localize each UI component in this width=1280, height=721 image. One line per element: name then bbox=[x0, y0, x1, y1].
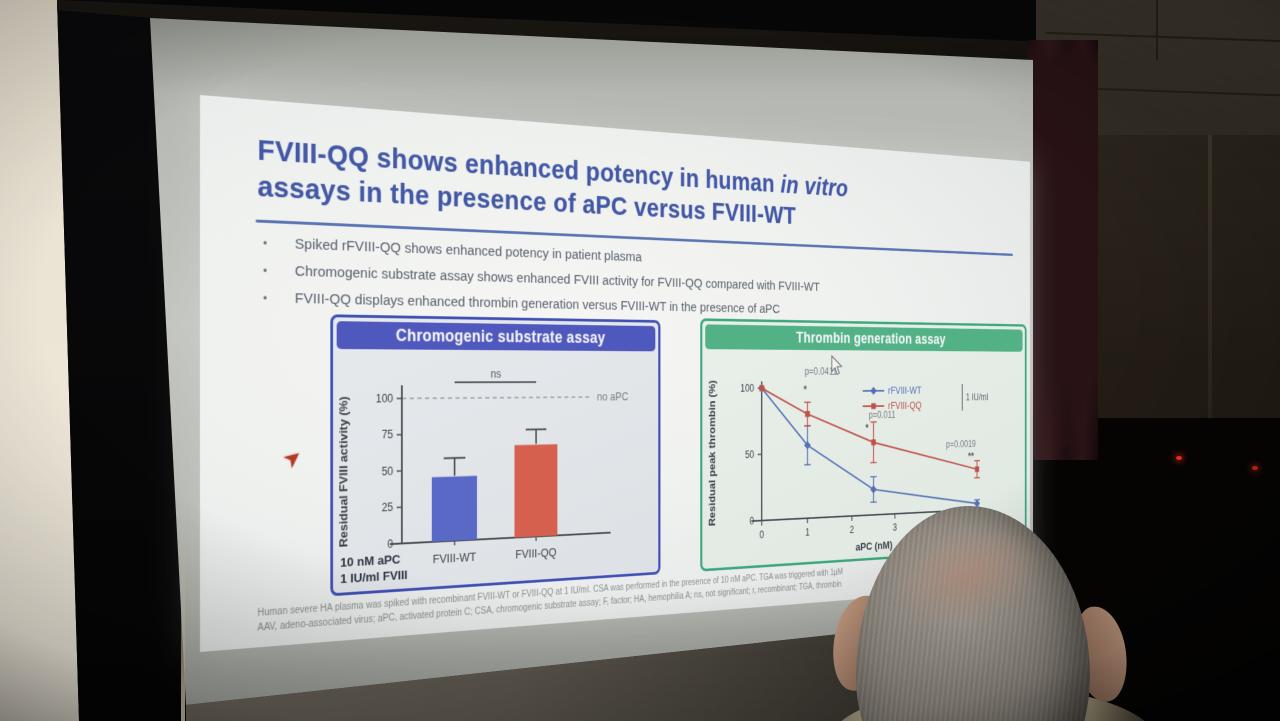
chromogenic-assay-panel: Chromogenic substrate assay no aPC ns 0 25 5… bbox=[330, 314, 661, 597]
curtain bbox=[1028, 40, 1098, 460]
projected-slide: FVIII-QQ shows enhanced potency in human… bbox=[200, 95, 1030, 652]
svg-text:*: * bbox=[865, 421, 868, 433]
csa-condition-label: 10 nM aPC 1 IU/ml FVIII bbox=[340, 551, 408, 587]
svg-text:0: 0 bbox=[750, 515, 755, 527]
svg-text:**: ** bbox=[968, 450, 974, 462]
bullet-dot-icon: • bbox=[263, 236, 268, 251]
svg-text:3: 3 bbox=[893, 522, 897, 534]
svg-text:1: 1 bbox=[805, 526, 810, 538]
svg-text:*: * bbox=[804, 383, 807, 396]
svg-text:p=0.0019: p=0.0019 bbox=[946, 439, 976, 451]
svg-text:ns: ns bbox=[490, 367, 501, 380]
svg-text:rFVIII-QQ: rFVIII-QQ bbox=[888, 400, 922, 412]
title-italic: in vitro bbox=[780, 170, 849, 203]
bullet-dot-icon: • bbox=[263, 263, 268, 278]
svg-text:75: 75 bbox=[382, 428, 394, 442]
svg-text:2: 2 bbox=[850, 524, 854, 536]
svg-text:no aPC: no aPC bbox=[597, 390, 629, 403]
svg-text:p=0.011: p=0.011 bbox=[869, 409, 896, 421]
svg-text:50: 50 bbox=[382, 464, 394, 478]
svg-text:aPC (nM): aPC (nM) bbox=[856, 539, 893, 553]
thrombin-assay-panel: Thrombin generation assay 050100012345aP… bbox=[700, 318, 1027, 572]
svg-text:FVIII-WT: FVIII-WT bbox=[433, 550, 477, 567]
svg-text:FVIII-QQ: FVIII-QQ bbox=[515, 545, 556, 561]
svg-text:0: 0 bbox=[759, 529, 764, 541]
svg-text:100: 100 bbox=[740, 382, 754, 394]
tga-line-chart: 050100012345aPC (nM)Residual peak thromb… bbox=[702, 353, 1024, 578]
svg-text:0: 0 bbox=[387, 537, 393, 551]
svg-text:100: 100 bbox=[376, 392, 394, 406]
right-wall bbox=[1094, 135, 1280, 430]
ceiling-tile-seam bbox=[1156, 0, 1158, 60]
svg-text:50: 50 bbox=[745, 449, 754, 461]
red-led-light bbox=[1252, 466, 1258, 470]
csa-panel-title: Chromogenic substrate assay bbox=[336, 321, 656, 352]
svg-text:Residual peak thrombin (%): Residual peak thrombin (%) bbox=[707, 380, 718, 526]
red-led-light bbox=[1176, 456, 1182, 460]
mouse-cursor-icon bbox=[830, 355, 844, 376]
svg-text:p=0.0411: p=0.0411 bbox=[805, 366, 838, 378]
csa-bar-chart: no aPC ns 0 25 50 75 100 FVIII-WT FVIII-QQ Residu… bbox=[333, 353, 658, 596]
svg-text:25: 25 bbox=[382, 501, 394, 515]
screen-frame-edge bbox=[181, 520, 185, 721]
red-arrow-pointer-icon: ➤ bbox=[277, 442, 307, 474]
wall-pipe bbox=[1208, 135, 1212, 427]
svg-text:rFVIII-WT: rFVIII-WT bbox=[888, 385, 922, 396]
tga-panel-title: Thrombin generation assay bbox=[705, 324, 1023, 352]
svg-text:1 IU/ml: 1 IU/ml bbox=[966, 392, 988, 403]
bullet-dot-icon: • bbox=[263, 291, 268, 306]
svg-text:Residual FVIII activity (%): Residual FVIII activity (%) bbox=[337, 396, 351, 547]
